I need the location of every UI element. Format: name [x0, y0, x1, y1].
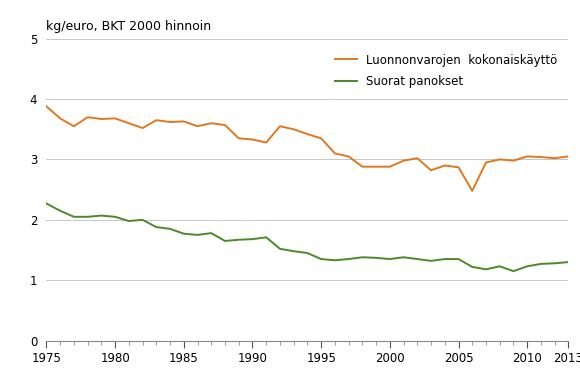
Suorat panokset [166, 226, 173, 231]
Luonnonvarojen  kokonaiskäyttö [331, 151, 338, 156]
Suorat panokset [235, 237, 242, 242]
Luonnonvarojen  kokonaiskäyttö [290, 127, 297, 132]
Luonnonvarojen  kokonaiskäyttö [565, 154, 572, 159]
Luonnonvarojen  kokonaiskäyttö [139, 126, 146, 130]
Luonnonvarojen  kokonaiskäyttö [222, 123, 229, 127]
Luonnonvarojen  kokonaiskäyttö [372, 164, 379, 169]
Suorat panokset [524, 264, 531, 269]
Luonnonvarojen  kokonaiskäyttö [43, 104, 50, 109]
Suorat panokset [359, 255, 366, 260]
Luonnonvarojen  kokonaiskäyttö [455, 165, 462, 170]
Luonnonvarojen  kokonaiskäyttö [427, 168, 434, 173]
Suorat panokset [414, 257, 420, 261]
Luonnonvarojen  kokonaiskäyttö [84, 115, 91, 120]
Luonnonvarojen  kokonaiskäyttö [538, 155, 545, 159]
Suorat panokset [208, 231, 215, 235]
Luonnonvarojen  kokonaiskäyttö [263, 140, 270, 145]
Suorat panokset [345, 257, 352, 261]
Suorat panokset [551, 261, 558, 265]
Suorat panokset [496, 264, 503, 269]
Luonnonvarojen  kokonaiskäyttö [414, 156, 420, 161]
Suorat panokset [111, 214, 118, 219]
Luonnonvarojen  kokonaiskäyttö [304, 132, 311, 136]
Luonnonvarojen  kokonaiskäyttö [469, 188, 476, 193]
Luonnonvarojen  kokonaiskäyttö [208, 121, 215, 125]
Suorat panokset [386, 257, 393, 261]
Suorat panokset [84, 214, 91, 219]
Luonnonvarojen  kokonaiskäyttö [57, 116, 64, 121]
Luonnonvarojen  kokonaiskäyttö [318, 136, 325, 140]
Suorat panokset [98, 213, 105, 218]
Suorat panokset [249, 237, 256, 241]
Luonnonvarojen  kokonaiskäyttö [111, 116, 118, 121]
Suorat panokset [455, 257, 462, 261]
Suorat panokset [483, 267, 490, 272]
Luonnonvarojen  kokonaiskäyttö [277, 124, 284, 128]
Luonnonvarojen  kokonaiskäyttö [98, 116, 105, 121]
Luonnonvarojen  kokonaiskäyttö [386, 164, 393, 169]
Suorat panokset [372, 255, 379, 260]
Luonnonvarojen  kokonaiskäyttö [70, 124, 77, 128]
Line: Suorat panokset: Suorat panokset [46, 204, 568, 271]
Suorat panokset [263, 235, 270, 240]
Suorat panokset [153, 225, 160, 229]
Suorat panokset [180, 231, 187, 236]
Luonnonvarojen  kokonaiskäyttö [125, 121, 132, 125]
Luonnonvarojen  kokonaiskäyttö [400, 158, 407, 163]
Luonnonvarojen  kokonaiskäyttö [483, 160, 490, 165]
Suorat panokset [304, 251, 311, 255]
Legend: Luonnonvarojen  kokonaiskäyttö, Suorat panokset: Luonnonvarojen kokonaiskäyttö, Suorat pa… [335, 54, 557, 88]
Suorat panokset [318, 257, 325, 261]
Suorat panokset [290, 249, 297, 253]
Luonnonvarojen  kokonaiskäyttö [249, 137, 256, 142]
Luonnonvarojen  kokonaiskäyttö [524, 154, 531, 159]
Suorat panokset [70, 214, 77, 219]
Text: kg/euro, BKT 2000 hinnoin: kg/euro, BKT 2000 hinnoin [46, 21, 212, 33]
Suorat panokset [538, 262, 545, 266]
Suorat panokset [565, 260, 572, 264]
Line: Luonnonvarojen  kokonaiskäyttö: Luonnonvarojen kokonaiskäyttö [46, 106, 568, 191]
Suorat panokset [194, 233, 201, 237]
Suorat panokset [139, 217, 146, 222]
Luonnonvarojen  kokonaiskäyttö [345, 154, 352, 159]
Luonnonvarojen  kokonaiskäyttö [180, 119, 187, 124]
Luonnonvarojen  kokonaiskäyttö [551, 156, 558, 161]
Suorat panokset [222, 239, 229, 243]
Luonnonvarojen  kokonaiskäyttö [194, 124, 201, 128]
Suorat panokset [57, 209, 64, 213]
Luonnonvarojen  kokonaiskäyttö [510, 158, 517, 163]
Suorat panokset [427, 259, 434, 263]
Suorat panokset [441, 257, 448, 261]
Luonnonvarojen  kokonaiskäyttö [153, 118, 160, 123]
Suorat panokset [469, 265, 476, 269]
Luonnonvarojen  kokonaiskäyttö [496, 157, 503, 162]
Luonnonvarojen  kokonaiskäyttö [166, 120, 173, 124]
Suorat panokset [400, 255, 407, 260]
Suorat panokset [510, 269, 517, 274]
Suorat panokset [277, 247, 284, 251]
Suorat panokset [43, 201, 50, 206]
Luonnonvarojen  kokonaiskäyttö [235, 136, 242, 140]
Luonnonvarojen  kokonaiskäyttö [441, 163, 448, 168]
Suorat panokset [125, 219, 132, 223]
Suorat panokset [331, 258, 338, 263]
Luonnonvarojen  kokonaiskäyttö [359, 164, 366, 169]
